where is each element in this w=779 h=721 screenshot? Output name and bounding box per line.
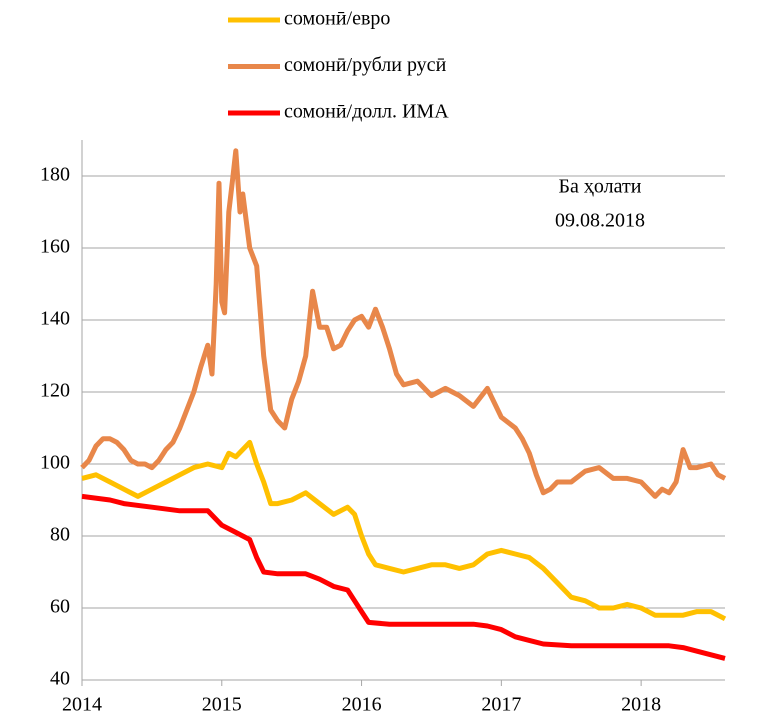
y-tick-label: 100 [40, 452, 70, 474]
annotation: Ба ҳолати [559, 176, 642, 198]
series-line [81, 439, 727, 622]
annotation: 09.08.2018 [555, 210, 645, 232]
y-tick-label: 60 [50, 596, 70, 618]
x-tick-label: 2017 [481, 694, 521, 716]
y-tick-label: 80 [50, 524, 70, 546]
y-tick-label: 140 [40, 308, 70, 330]
x-tick-label: 2014 [62, 694, 102, 716]
y-tick-label: 160 [40, 236, 70, 258]
y-tick-label: 180 [40, 164, 70, 186]
y-tick-label: 40 [50, 668, 70, 690]
legend-label: сомонӣ/долл. ИМА [284, 101, 449, 123]
x-tick-label: 2018 [621, 694, 661, 716]
y-tick-label: 120 [40, 380, 70, 402]
x-tick-label: 2016 [342, 694, 382, 716]
series-line [80, 148, 727, 499]
legend-label: сомонӣ/евро [284, 8, 390, 30]
series-line [81, 493, 726, 661]
legend-label: сомонӣ/рубли русӣ [284, 54, 447, 76]
x-tick-label: 2015 [202, 694, 242, 716]
